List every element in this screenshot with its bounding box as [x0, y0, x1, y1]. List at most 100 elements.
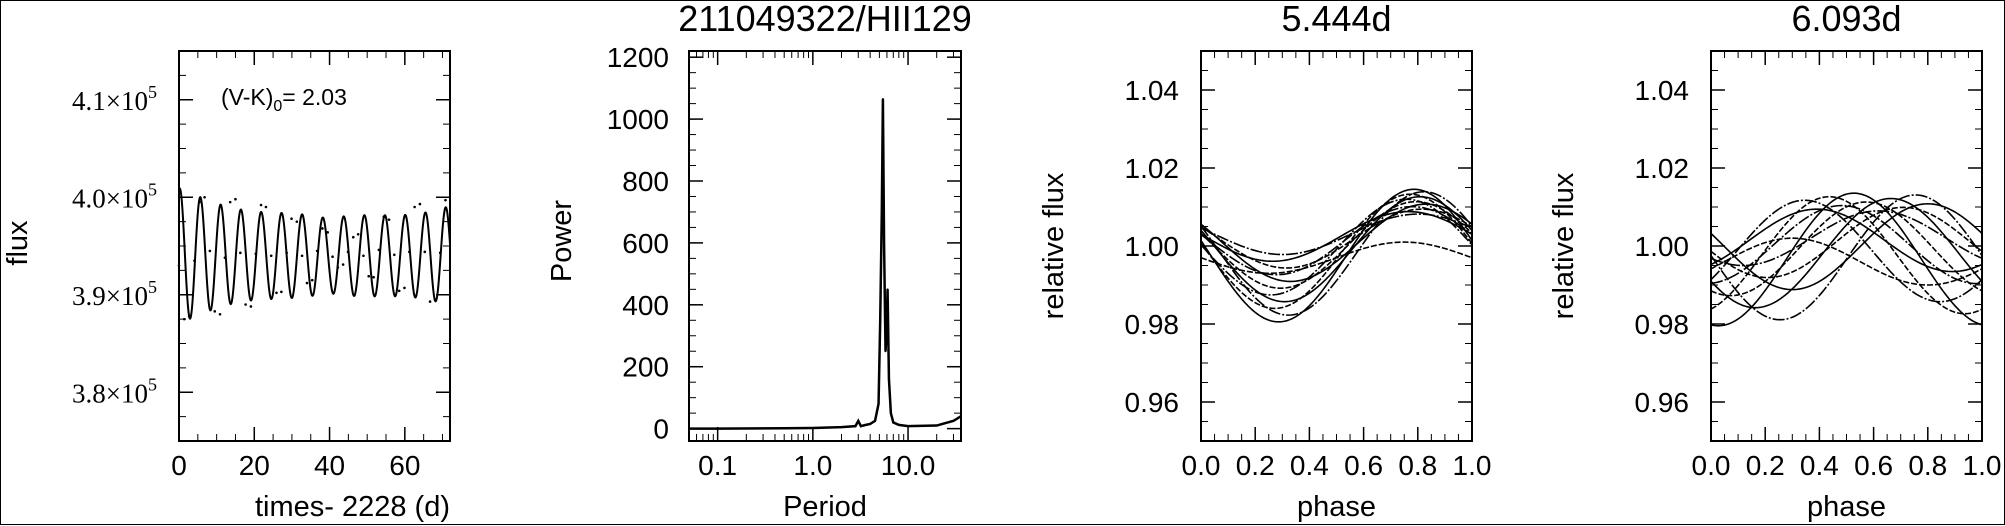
- y-tick-label: 200: [622, 352, 669, 383]
- data-point: [300, 254, 304, 258]
- y-tick-label: 1.02: [1635, 153, 1690, 184]
- phase-curve: [1711, 195, 1982, 315]
- data-point: [259, 203, 263, 207]
- x-tick-label: 0.8: [1398, 450, 1437, 481]
- data-point: [377, 248, 381, 252]
- data-point: [367, 274, 371, 278]
- data-point: [315, 249, 319, 253]
- data-point: [433, 298, 437, 301]
- x-tick-label: 0.1: [698, 450, 737, 481]
- data-point: [881, 97, 884, 100]
- data-point: [880, 210, 883, 213]
- y-tick-label: 1000: [607, 104, 669, 135]
- data-point: [883, 241, 886, 244]
- phase-curve: [1201, 190, 1472, 316]
- phase-curve: [1711, 192, 1982, 327]
- phase-curve: [1711, 210, 1982, 267]
- y-tick-label: 4.0×105: [72, 179, 157, 213]
- x-tick-label: 0.2: [1746, 450, 1785, 481]
- data-point: [234, 197, 237, 201]
- x-tick-label: 0.0: [1182, 450, 1221, 481]
- x-tick-label: 0.2: [1236, 450, 1275, 481]
- data-point: [351, 235, 355, 239]
- data-point: [177, 264, 181, 267]
- data-point: [889, 412, 892, 415]
- x-tick-label: 60: [389, 450, 420, 481]
- data-point: [960, 415, 962, 418]
- chart-phase-6093d: 0.0 0.2 0.4 0.6 0.8 1.0 phase relative flux 6.09…: [1548, 1, 2001, 523]
- data-point: [213, 310, 217, 313]
- y-tick-exponent: 5: [148, 82, 157, 102]
- y-tick-label: 4.1×105: [72, 82, 157, 116]
- data-point: [444, 198, 447, 202]
- y-axis-label: flux: [2, 220, 34, 266]
- phase-curves: [1201, 188, 1472, 323]
- data-point: [285, 251, 288, 255]
- phase-curve: [1201, 195, 1472, 303]
- chart-title: 211049322/HII129: [678, 1, 972, 39]
- phase-curve: [1201, 200, 1472, 289]
- y-tick-label: 3.8×105: [72, 374, 157, 408]
- data-point: [408, 250, 411, 254]
- y-tick-exponent: 5: [148, 179, 157, 199]
- x-axis-label: phase: [1807, 491, 1886, 523]
- x-tick-label: 20: [239, 450, 270, 481]
- data-point: [887, 378, 890, 381]
- annotation-subscript: 0: [273, 98, 282, 115]
- chart-title: 6.093d: [1791, 1, 1901, 39]
- data-point: [264, 205, 268, 209]
- data-point: [857, 419, 860, 422]
- data-point: [182, 317, 186, 321]
- data-point: [907, 425, 910, 428]
- data-point: [854, 425, 857, 428]
- x-tick-label: 0: [171, 450, 187, 481]
- y-tick-exponent: 5: [148, 277, 157, 297]
- data-point: [397, 289, 401, 293]
- data-point: [254, 252, 258, 256]
- data-point: [198, 200, 201, 204]
- data-point: [688, 427, 690, 430]
- data-point: [275, 291, 278, 295]
- data-point: [382, 215, 386, 219]
- y-tick-label: 0.98: [1635, 309, 1690, 340]
- x-tick-label: 0.4: [1290, 450, 1329, 481]
- data-point: [879, 319, 882, 322]
- phase-curve: [1201, 193, 1472, 310]
- phase-curve: [1711, 204, 1982, 285]
- y-tick-exponent: 5: [148, 374, 157, 394]
- phase-curve: [1711, 203, 1982, 291]
- phase-curve: [1201, 213, 1472, 256]
- data-point: [346, 250, 350, 254]
- y-tick-label: 1.00: [1125, 231, 1180, 262]
- data-point: [326, 231, 329, 234]
- phase-curve: [1201, 205, 1472, 276]
- y-tick-label: 1.04: [1125, 75, 1180, 106]
- data-point: [387, 218, 391, 221]
- data-point: [305, 281, 309, 285]
- data-point: [244, 303, 247, 306]
- data-point: [310, 278, 314, 282]
- data-point: [239, 251, 242, 255]
- data-point: [203, 195, 206, 199]
- data-point: [952, 419, 955, 422]
- data-point: [886, 288, 889, 291]
- x-tick-label: 0.6: [1854, 450, 1893, 481]
- y-tick-label: 1200: [607, 42, 669, 73]
- data-point: [249, 305, 253, 308]
- data-point: [877, 402, 880, 405]
- x-tick-label: 40: [314, 450, 345, 481]
- y-tick-label: 1.02: [1125, 153, 1180, 184]
- phase-curve: [1201, 208, 1472, 269]
- data-point: [356, 233, 360, 236]
- y-axis-label: relative flux: [1548, 172, 1580, 319]
- phase-curve: [1711, 237, 1982, 286]
- data-point: [840, 426, 843, 429]
- data-point: [392, 253, 396, 257]
- y-tick-label: 1.00: [1635, 231, 1690, 262]
- data-point: [223, 256, 227, 259]
- plot-frame: [1710, 50, 1983, 442]
- y-tick-label: 600: [622, 228, 669, 259]
- series-line: [178, 187, 451, 320]
- data-point: [884, 350, 887, 353]
